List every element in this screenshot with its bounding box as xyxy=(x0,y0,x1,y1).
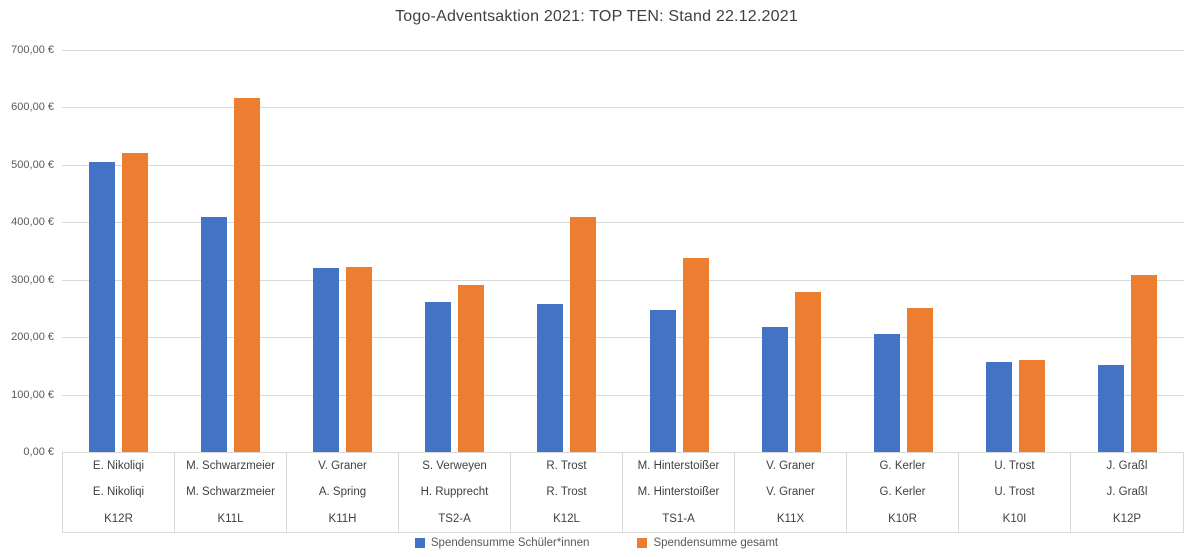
category-class-label: K11L xyxy=(175,505,287,532)
bar-spendensumme-schueler xyxy=(986,362,1012,452)
y-axis-tick-label: 500,00 € xyxy=(11,159,54,171)
bar-spendensumme-schueler xyxy=(1098,365,1124,452)
category-name-label: J. Graßl xyxy=(1106,486,1148,499)
category-class-label: TS2-A xyxy=(399,505,511,532)
category-name-label: V. Graner xyxy=(735,453,847,480)
category-name-label: S. Verweyen xyxy=(399,453,511,480)
legend-label: Spendensumme Schüler*innen xyxy=(430,537,590,549)
bar-spendensumme-gesamt xyxy=(346,267,372,452)
bar-spendensumme-gesamt xyxy=(683,258,709,452)
category-name-label: R. Trost xyxy=(511,479,623,506)
gridline xyxy=(62,107,1184,108)
bar-spendensumme-schueler xyxy=(201,217,227,452)
bar-spendensumme-gesamt xyxy=(1019,360,1045,452)
category-class-label: TS1-A xyxy=(623,505,735,532)
category-name-label: V. Graner xyxy=(287,453,399,480)
category-name-label: J. Graßl xyxy=(1106,460,1148,473)
y-axis-tick-label: 0,00 € xyxy=(23,446,54,458)
legend: Spendensumme Schüler*innen Spendensumme g… xyxy=(0,537,1193,549)
category-class-label: K10R xyxy=(847,505,959,532)
category-class-label: K12R xyxy=(63,505,175,532)
bar-spendensumme-schueler xyxy=(313,268,339,452)
bar-spendensumme-gesamt xyxy=(458,285,484,452)
category-name-label: U. Trost xyxy=(959,453,1071,480)
y-axis-tick-label: 100,00 € xyxy=(11,389,54,401)
gridline xyxy=(62,50,1184,51)
category-name-label: M. Hinterstoißer xyxy=(623,453,735,480)
bar-spendensumme-schueler xyxy=(650,310,676,452)
y-axis-tick-label: 600,00 € xyxy=(11,101,54,113)
category-name-label: E. Nikoliqi xyxy=(63,479,175,506)
category-name-label: R. Trost xyxy=(511,453,623,480)
bar-spendensumme-schueler xyxy=(874,334,900,452)
category-name-label: M. Hinterstoißer xyxy=(623,479,735,506)
category-name-label: U. Trost xyxy=(959,479,1071,506)
category-name-label: A. Spring xyxy=(287,479,399,506)
category-table: E. Nikoliqi M. Schwarzmeier V. Graner S. Ve… xyxy=(62,452,1184,533)
legend-swatch-icon xyxy=(414,538,425,548)
y-axis-tick-label: 300,00 € xyxy=(11,274,54,286)
gridline xyxy=(62,165,1184,166)
chart-title: Togo-Adventsaktion 2021: TOP TEN: Stand … xyxy=(395,8,798,25)
legend-swatch-icon xyxy=(637,538,648,548)
category-class-label: K12P xyxy=(1112,512,1142,525)
bar-spendensumme-schueler xyxy=(89,162,115,452)
bar-spendensumme-gesamt xyxy=(907,308,933,452)
bar-spendensumme-schueler xyxy=(762,327,788,452)
bar-spendensumme-gesamt xyxy=(234,98,260,452)
bar-spendensumme-schueler xyxy=(425,302,451,452)
gridline xyxy=(62,395,1184,396)
category-name-label: V. Graner xyxy=(735,479,847,506)
category-class-label: K11H xyxy=(287,505,399,532)
category-name-label: M. Schwarzmeier xyxy=(175,453,287,480)
y-axis-tick-label: 700,00 € xyxy=(11,44,54,56)
y-axis-tick-label: 400,00 € xyxy=(11,216,54,228)
gridline xyxy=(62,222,1184,223)
legend-item-schueler: Spendensumme Schüler*innen xyxy=(414,537,590,549)
bar-spendensumme-gesamt xyxy=(122,153,148,452)
category-name-label: G. Kerler xyxy=(847,479,959,506)
bar-spendensumme-schueler xyxy=(537,304,563,452)
category-name-label: E. Nikoliqi xyxy=(63,453,175,480)
legend-label: Spendensumme gesamt xyxy=(653,537,779,549)
category-name-label: G. Kerler xyxy=(847,453,959,480)
gridline xyxy=(62,337,1184,338)
category-class-label: K12L xyxy=(511,505,623,532)
gridline xyxy=(62,280,1184,281)
category-name-label: H. Rupprecht xyxy=(399,479,511,506)
category-class-label: K11X xyxy=(735,505,847,532)
category-class-label: K10I xyxy=(959,505,1071,532)
category-name-label: M. Schwarzmeier xyxy=(175,479,287,506)
y-axis-tick-label: 200,00 € xyxy=(11,331,54,343)
bar-spendensumme-gesamt xyxy=(795,292,821,452)
bar-spendensumme-gesamt xyxy=(570,217,596,452)
legend-item-gesamt: Spendensumme gesamt xyxy=(637,537,778,549)
bar-spendensumme-gesamt xyxy=(1131,275,1157,452)
